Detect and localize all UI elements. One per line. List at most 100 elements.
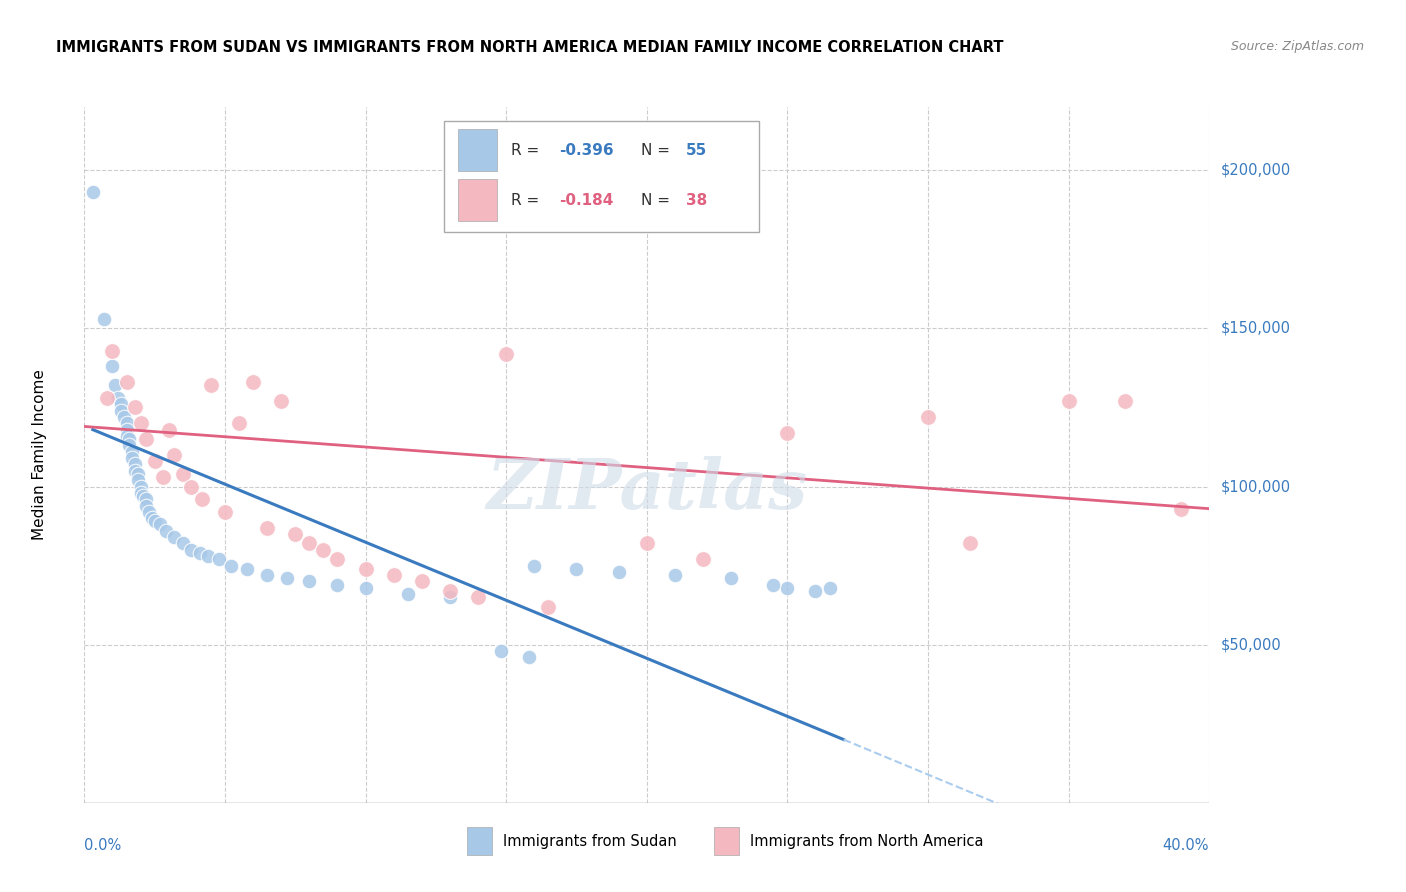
Point bbox=[157, 423, 180, 437]
Point bbox=[917, 409, 939, 424]
Point bbox=[776, 425, 799, 440]
Text: Median Family Income: Median Family Income bbox=[32, 369, 46, 541]
Point bbox=[110, 397, 132, 411]
Point bbox=[256, 521, 278, 535]
Point bbox=[112, 409, 135, 424]
Point bbox=[129, 417, 152, 431]
Point bbox=[138, 505, 160, 519]
Point bbox=[127, 473, 149, 487]
Point bbox=[523, 558, 546, 573]
Point bbox=[135, 499, 157, 513]
Point bbox=[135, 492, 157, 507]
FancyBboxPatch shape bbox=[714, 827, 740, 855]
Point bbox=[152, 470, 174, 484]
Point bbox=[565, 562, 588, 576]
Point bbox=[354, 562, 377, 576]
Text: $150,000: $150,000 bbox=[1220, 321, 1291, 336]
Point bbox=[163, 448, 186, 462]
Point bbox=[214, 505, 236, 519]
Point bbox=[172, 536, 194, 550]
Point bbox=[141, 511, 163, 525]
Point bbox=[163, 530, 186, 544]
Point bbox=[124, 401, 146, 415]
Text: ZIPatlas: ZIPatlas bbox=[486, 456, 807, 524]
Point bbox=[115, 417, 138, 431]
Point bbox=[143, 514, 166, 528]
Point bbox=[1057, 394, 1080, 409]
Point bbox=[762, 577, 785, 591]
Point bbox=[149, 517, 172, 532]
Point bbox=[101, 343, 124, 358]
Point bbox=[776, 581, 799, 595]
Text: 40.0%: 40.0% bbox=[1163, 838, 1209, 853]
Text: 0.0%: 0.0% bbox=[84, 838, 121, 853]
Point bbox=[121, 444, 143, 458]
Point bbox=[107, 391, 129, 405]
Point bbox=[467, 591, 489, 605]
Point bbox=[298, 536, 321, 550]
Point bbox=[517, 650, 540, 665]
Text: Immigrants from North America: Immigrants from North America bbox=[751, 833, 984, 848]
Point bbox=[96, 391, 118, 405]
Point bbox=[396, 587, 419, 601]
Point bbox=[439, 591, 461, 605]
Point bbox=[818, 581, 841, 595]
Point bbox=[439, 583, 461, 598]
Text: R =: R = bbox=[510, 193, 544, 208]
Point bbox=[124, 458, 146, 472]
Point bbox=[110, 403, 132, 417]
Point bbox=[326, 552, 349, 566]
Text: $100,000: $100,000 bbox=[1220, 479, 1291, 494]
Point bbox=[191, 492, 214, 507]
Point bbox=[129, 486, 152, 500]
Point bbox=[104, 378, 127, 392]
Point bbox=[155, 524, 177, 538]
Point bbox=[118, 432, 141, 446]
Point bbox=[720, 571, 742, 585]
Text: 38: 38 bbox=[686, 193, 707, 208]
Point bbox=[537, 599, 560, 614]
FancyBboxPatch shape bbox=[444, 121, 759, 232]
Point bbox=[326, 577, 349, 591]
Point bbox=[115, 375, 138, 389]
Point bbox=[692, 552, 714, 566]
Point bbox=[636, 536, 658, 550]
Point bbox=[200, 378, 222, 392]
Point bbox=[270, 394, 292, 409]
Point bbox=[93, 312, 115, 326]
FancyBboxPatch shape bbox=[458, 179, 498, 221]
Point bbox=[354, 581, 377, 595]
Point bbox=[143, 454, 166, 468]
Point bbox=[115, 429, 138, 443]
Point bbox=[180, 479, 202, 493]
Text: IMMIGRANTS FROM SUDAN VS IMMIGRANTS FROM NORTH AMERICA MEDIAN FAMILY INCOME CORR: IMMIGRANTS FROM SUDAN VS IMMIGRANTS FROM… bbox=[56, 40, 1004, 55]
Text: 55: 55 bbox=[686, 143, 707, 158]
Point bbox=[298, 574, 321, 589]
Point bbox=[124, 464, 146, 478]
Text: R =: R = bbox=[510, 143, 544, 158]
Point bbox=[135, 432, 157, 446]
Point bbox=[208, 552, 231, 566]
Point bbox=[219, 558, 242, 573]
Point bbox=[495, 347, 517, 361]
Point bbox=[118, 438, 141, 452]
Point bbox=[1170, 501, 1192, 516]
Point bbox=[188, 546, 211, 560]
Text: -0.184: -0.184 bbox=[560, 193, 613, 208]
Point bbox=[121, 451, 143, 466]
Point bbox=[489, 644, 512, 658]
FancyBboxPatch shape bbox=[458, 129, 498, 171]
Point bbox=[172, 467, 194, 481]
Point bbox=[132, 489, 155, 503]
Point bbox=[284, 527, 307, 541]
Text: Source: ZipAtlas.com: Source: ZipAtlas.com bbox=[1230, 40, 1364, 54]
Point bbox=[664, 568, 686, 582]
Text: N =: N = bbox=[641, 193, 675, 208]
Point bbox=[256, 568, 278, 582]
Point bbox=[382, 568, 405, 582]
Text: -0.396: -0.396 bbox=[560, 143, 613, 158]
Point bbox=[236, 562, 259, 576]
Point bbox=[959, 536, 981, 550]
Text: N =: N = bbox=[641, 143, 675, 158]
Text: $50,000: $50,000 bbox=[1220, 637, 1281, 652]
